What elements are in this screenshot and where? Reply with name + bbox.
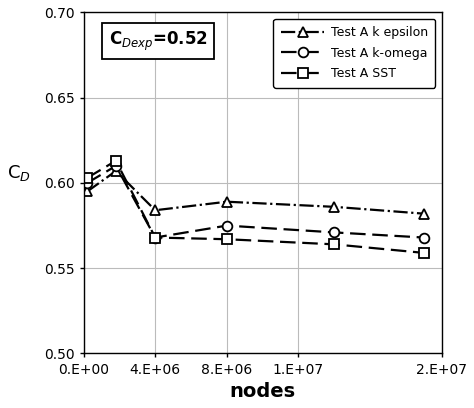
Test A k epsilon [331,204,337,209]
Test A k epsilon [153,208,158,213]
Y-axis label: C$_D$: C$_D$ [7,163,31,183]
Test A SST [331,242,337,247]
Line: Test A k-omega: Test A k-omega [82,161,428,242]
Test A SST [153,235,158,240]
Test A k epsilon [224,199,230,204]
X-axis label: nodes: nodes [229,382,296,401]
Legend: Test A k epsilon, Test A k-omega, Test A SST: Test A k epsilon, Test A k-omega, Test A… [273,19,435,88]
Test A k-omega [331,230,337,235]
Test A SST [421,251,427,255]
Line: Test A SST: Test A SST [82,156,428,258]
Line: Test A k epsilon: Test A k epsilon [82,166,428,219]
Test A k epsilon [113,169,118,173]
Test A k-omega [153,235,158,240]
Test A k-omega [113,164,118,169]
Test A k epsilon [84,189,90,194]
Test A k-omega [84,180,90,185]
Text: C$_{Dexp}$=0.52: C$_{Dexp}$=0.52 [109,29,208,53]
Test A k-omega [224,223,230,228]
Test A k-omega [421,235,427,240]
Test A SST [113,158,118,163]
Test A k epsilon [421,211,427,216]
Test A SST [224,237,230,242]
Test A SST [84,175,90,180]
